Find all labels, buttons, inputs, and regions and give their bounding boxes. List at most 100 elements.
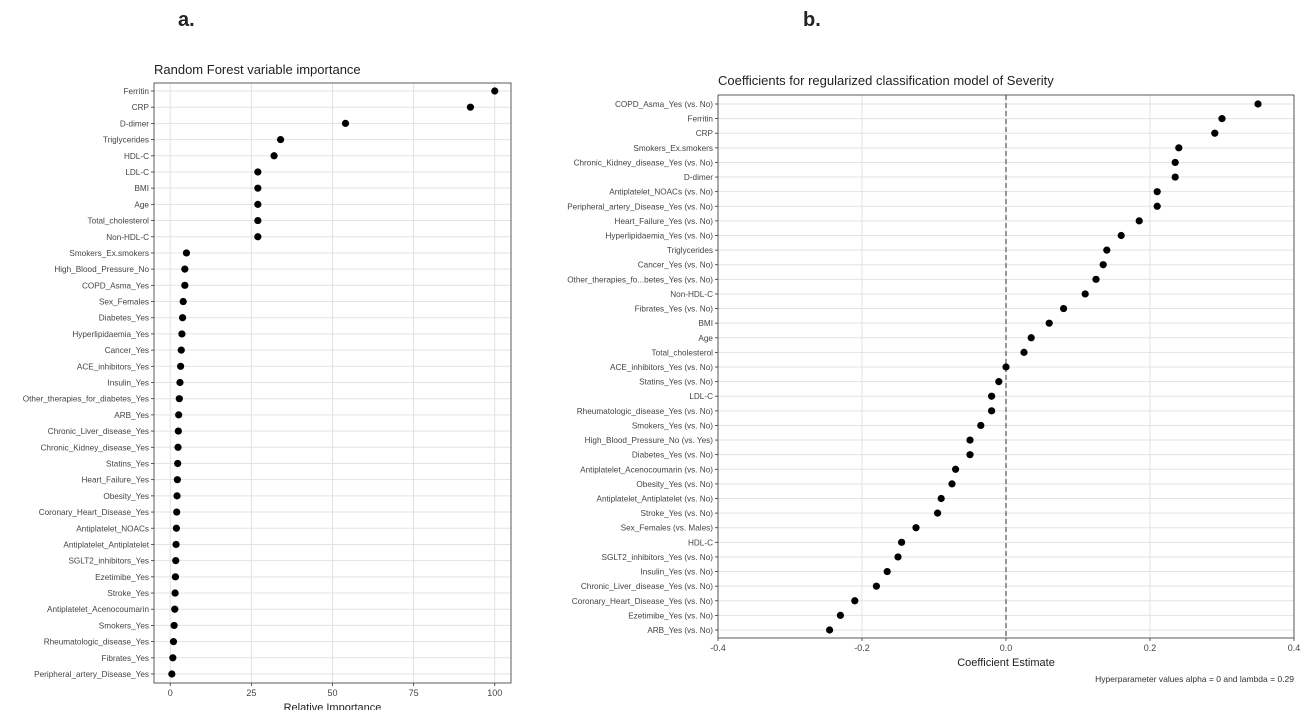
- data-point: [172, 540, 180, 549]
- y-category-label: Smokers_Ex.smokers: [69, 249, 149, 258]
- y-category-label: Hyperlipidaemia_Yes (vs. No): [605, 232, 713, 241]
- data-point: [898, 538, 906, 546]
- y-category-label: Ferritin: [688, 115, 714, 124]
- panel-b-label: b.: [803, 9, 821, 31]
- data-point: [995, 378, 1003, 386]
- y-category-label: Antiplatelet_Acenocoumarin: [47, 605, 149, 614]
- x-tick-label: -0.4: [710, 643, 726, 653]
- y-category-label: Peripheral_artery_Disease_Yes: [34, 670, 149, 679]
- data-point: [1135, 217, 1143, 225]
- data-point: [181, 281, 189, 289]
- data-point: [170, 621, 178, 630]
- data-point: [177, 346, 185, 354]
- y-category-label: Sex_Females (vs. Males): [621, 524, 714, 533]
- data-point: [179, 297, 187, 306]
- importance-chart: 0 25 50 75 100 Ferritin CRP D-dimer Triglyceride…: [23, 62, 512, 710]
- y-category-label: LDL-C: [125, 168, 149, 177]
- y-category-label: Stroke_Yes (vs. No): [640, 509, 713, 518]
- data-point: [1045, 319, 1053, 327]
- y-category-label: BMI: [134, 184, 149, 193]
- y-category-label: Obesity_Yes (vs. No): [636, 480, 713, 489]
- data-point: [254, 233, 262, 241]
- data-point: [851, 597, 859, 605]
- data-point: [1218, 115, 1226, 123]
- x-tick-label: 25: [246, 688, 256, 698]
- y-category-label: Ezetimibe_Yes: [95, 573, 149, 582]
- y-category-label: High_Blood_Pressure_No (vs. Yes): [585, 436, 714, 445]
- data-point: [173, 476, 181, 484]
- y-category-label: Triglycerides: [103, 136, 149, 145]
- data-point: [1027, 334, 1035, 342]
- y-category-label: Obesity_Yes: [103, 492, 149, 501]
- data-point: [948, 480, 956, 488]
- y-category-label: ACE_inhibitors_Yes: [77, 362, 149, 371]
- y-category-label: HDL-C: [688, 538, 713, 547]
- data-point: [171, 573, 180, 581]
- data-point: [254, 200, 262, 208]
- data-point: [1020, 348, 1028, 356]
- chart-title: Random Forest variable importance: [154, 62, 361, 77]
- data-point: [1002, 363, 1010, 371]
- y-category-label: HDL-C: [124, 152, 149, 161]
- y-category-label: Heart_Failure_Yes: [81, 476, 149, 485]
- data-point: [1175, 144, 1183, 152]
- data-point: [1060, 304, 1068, 313]
- x-axis-title: Relative Importance: [284, 702, 382, 710]
- y-category-label: Heart_Failure_Yes (vs. No): [615, 217, 714, 226]
- data-point: [341, 119, 350, 127]
- data-point: [172, 557, 180, 565]
- y-category-label: Smokers_Yes (vs. No): [632, 421, 713, 430]
- y-category-label: BMI: [698, 319, 713, 328]
- y-category-label: Insulin_Yes: [107, 379, 149, 388]
- x-tick-label: 0.0: [1000, 643, 1013, 653]
- data-point: [254, 168, 262, 176]
- y-category-label: CRP: [132, 103, 150, 112]
- data-point: [254, 216, 262, 225]
- y-category-label: Smokers_Ex.smokers: [633, 144, 713, 153]
- data-point: [1092, 275, 1100, 283]
- x-tick-label: 100: [487, 688, 502, 698]
- data-point: [1254, 100, 1262, 108]
- y-category-label: Rheumatologic_disease_Yes: [44, 638, 149, 647]
- data-point: [172, 524, 180, 532]
- y-category-label: Peripheral_artery_Disease_Yes (vs. No): [567, 202, 713, 211]
- data-point: [173, 492, 181, 500]
- y-category-label: Sex_Females: [99, 298, 149, 307]
- hyperparameter-note: Hyperparameter values alpha = 0 and lamb…: [1095, 674, 1294, 684]
- y-category-label: SGLT2_inhibitors_Yes (vs. No): [602, 553, 714, 562]
- y-category-label: Antiplatelet_NOACs (vs. No): [609, 188, 713, 197]
- data-point: [178, 330, 186, 338]
- panel-a-label: a.: [178, 9, 195, 31]
- data-point: [836, 611, 845, 619]
- y-category-label: Other_therapies_fo...betes_Yes (vs. No): [567, 275, 713, 284]
- y-category-label: Ezetimibe_Yes (vs. No): [628, 611, 713, 620]
- data-point: [175, 395, 183, 403]
- data-point: [174, 427, 182, 435]
- coefficient-chart: -0.4 -0.2 0.0 0.2 0.4 COPD_Asma_Yes (vs. No) F…: [567, 73, 1300, 684]
- x-tick-label: 0: [168, 688, 173, 698]
- y-category-label: Cancer_Yes: [105, 346, 149, 355]
- y-category-label: Statins_Yes: [106, 459, 149, 468]
- y-category-label: Cancer_Yes (vs. No): [638, 261, 714, 270]
- y-category-label: D-dimer: [120, 119, 149, 128]
- y-category-label: CRP: [696, 129, 714, 138]
- x-tick-label: 50: [327, 688, 337, 698]
- y-category-label: Antiplatelet_Acenocoumarin (vs. No): [580, 465, 713, 474]
- data-point: [168, 670, 176, 678]
- data-point: [169, 638, 178, 646]
- data-point: [1153, 188, 1161, 196]
- data-point: [173, 508, 181, 516]
- data-point: [276, 135, 285, 144]
- data-point: [894, 553, 902, 561]
- data-point: [1211, 129, 1219, 137]
- y-category-label: Hyperlipidaemia_Yes: [72, 330, 149, 339]
- data-point: [826, 626, 834, 634]
- y-category-label: D-dimer: [684, 173, 713, 182]
- chart-title: Coefficients for regularized classificat…: [718, 73, 1054, 88]
- data-point: [270, 152, 278, 160]
- y-category-label: Triglycerides: [667, 246, 713, 255]
- data-point: [182, 249, 191, 257]
- data-point: [171, 605, 179, 613]
- data-point: [466, 103, 475, 111]
- y-category-label: Rheumatologic_disease_Yes (vs. No): [577, 407, 714, 416]
